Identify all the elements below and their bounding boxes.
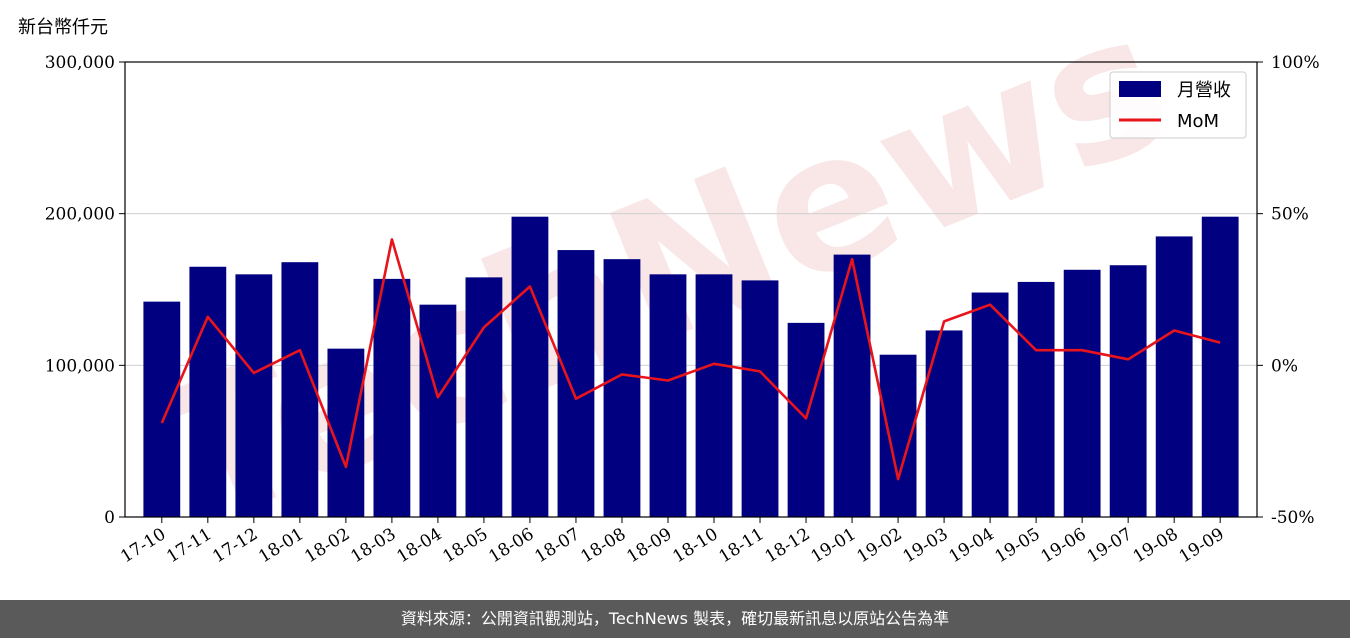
right-y-axis: -50% 0% 50% 100% bbox=[1257, 53, 1320, 528]
bar-18-12 bbox=[787, 322, 825, 517]
bar-18-04 bbox=[419, 304, 457, 517]
bar-18-07 bbox=[557, 250, 595, 518]
x-tick-label-19-08: 19-08 bbox=[1130, 524, 1182, 567]
legend-label-mom: MoM bbox=[1177, 111, 1219, 132]
left-tick-label-0: 0 bbox=[104, 508, 115, 528]
right-tick-label-1: 0% bbox=[1271, 356, 1298, 376]
left-tick-label-3: 300,000 bbox=[45, 53, 115, 73]
x-tick-label-19-06: 19-06 bbox=[1038, 524, 1090, 567]
legend-swatch-revenue bbox=[1119, 81, 1161, 97]
x-tick-label-18-05: 18-05 bbox=[439, 524, 491, 567]
bar-17-11 bbox=[189, 266, 227, 517]
bar-18-05 bbox=[465, 277, 503, 517]
bar-19-07 bbox=[1109, 265, 1147, 517]
x-tick-label-19-05: 19-05 bbox=[992, 524, 1044, 567]
x-tick-label-18-06: 18-06 bbox=[485, 524, 537, 567]
x-tick-label-19-04: 19-04 bbox=[946, 524, 998, 567]
x-tick-label-18-07: 18-07 bbox=[531, 524, 583, 567]
bar-17-12 bbox=[235, 274, 273, 517]
bar-19-03 bbox=[925, 330, 963, 517]
footer-source: 資料來源：公開資訊觀測站，TechNews 製表，確切最新訊息以原站公告為準 bbox=[0, 600, 1350, 638]
left-tick-label-1: 100,000 bbox=[45, 356, 115, 376]
right-tick-label-2: 50% bbox=[1271, 205, 1309, 225]
bar-18-11 bbox=[741, 280, 779, 517]
bar-19-09 bbox=[1201, 216, 1239, 517]
x-tick-label-19-01: 19-01 bbox=[808, 524, 860, 567]
x-tick-label-19-02: 19-02 bbox=[854, 524, 906, 567]
mom-line bbox=[160, 238, 1221, 481]
bar-19-06 bbox=[1063, 269, 1101, 517]
x-tick-label-18-04: 18-04 bbox=[393, 524, 445, 567]
bar-19-01 bbox=[833, 254, 871, 517]
left-tick-label-2: 200,000 bbox=[45, 205, 115, 225]
line-series bbox=[160, 238, 1221, 481]
bar-18-06 bbox=[511, 216, 549, 517]
x-tick-label-19-03: 19-03 bbox=[900, 524, 952, 567]
x-tick-label-19-09: 19-09 bbox=[1176, 524, 1228, 567]
x-tick-label-18-10: 18-10 bbox=[669, 524, 721, 567]
left-y-axis: 0 100,000 200,000 300,000 bbox=[45, 53, 125, 528]
bar-17-10 bbox=[143, 301, 181, 517]
right-tick-label-3: 100% bbox=[1271, 53, 1320, 73]
right-tick-label-0: -50% bbox=[1271, 508, 1315, 528]
legend-label-revenue: 月營收 bbox=[1177, 80, 1231, 101]
bar-18-09 bbox=[649, 274, 687, 517]
bar-series bbox=[143, 216, 1239, 518]
bar-18-10 bbox=[695, 274, 733, 517]
bar-19-05 bbox=[1017, 281, 1055, 517]
plot-frame bbox=[124, 61, 1258, 518]
bar-18-03 bbox=[373, 278, 411, 517]
x-tick-label-19-07: 19-07 bbox=[1084, 524, 1136, 567]
y-axis-unit-label: 新台幣仟元 bbox=[18, 17, 108, 38]
bar-18-08 bbox=[603, 259, 641, 517]
x-tick-label-18-11: 18-11 bbox=[716, 524, 768, 567]
bar-19-04 bbox=[971, 292, 1009, 517]
x-tick-label-18-03: 18-03 bbox=[347, 524, 399, 567]
legend: 月營收 MoM bbox=[1109, 71, 1247, 139]
bar-19-08 bbox=[1155, 236, 1193, 517]
x-tick-label-17-10: 17-10 bbox=[117, 524, 169, 567]
x-tick-label-18-12: 18-12 bbox=[762, 524, 814, 567]
x-tick-label-17-11: 17-11 bbox=[163, 524, 215, 567]
x-tick-label-18-09: 18-09 bbox=[623, 524, 675, 567]
x-tick-label-18-08: 18-08 bbox=[577, 524, 629, 567]
bar-18-01 bbox=[281, 262, 319, 517]
